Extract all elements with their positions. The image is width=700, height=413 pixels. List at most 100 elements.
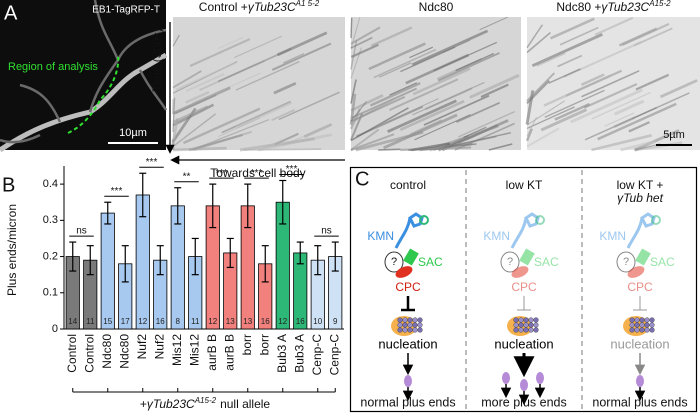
kymograph-streak xyxy=(172,34,180,47)
nucleation-label: nucleation xyxy=(378,336,437,351)
title-prefix: Ndc80 + xyxy=(556,0,601,14)
title-allele: A1 5-2 xyxy=(295,0,320,8)
cpc-label: CPC xyxy=(627,280,653,294)
unknown-label: ? xyxy=(391,256,397,268)
kymograph-streak xyxy=(235,60,300,91)
kymograph-streak xyxy=(580,73,605,86)
kymograph-streak xyxy=(350,95,406,123)
count-label: 8 xyxy=(176,317,181,326)
kymograph-streak xyxy=(536,52,566,67)
tubulin xyxy=(407,317,413,323)
kymograph-streak xyxy=(236,101,293,129)
kmn-ring xyxy=(651,215,661,225)
tubulin xyxy=(528,327,534,333)
count-label: 11 xyxy=(86,317,95,326)
panel-label: A xyxy=(4,2,18,24)
panel-label: C xyxy=(355,168,369,190)
kymograph-streak xyxy=(526,72,556,102)
group-allele: A15-2 xyxy=(194,396,217,405)
kymograph-streak xyxy=(174,94,217,115)
kymograph-streak xyxy=(635,73,670,91)
kymograph-streak xyxy=(271,108,296,122)
kymograph-streak xyxy=(526,31,551,54)
kymograph-streak xyxy=(185,90,210,104)
kymograph-streak xyxy=(171,118,179,144)
kymograph-streak xyxy=(581,70,640,98)
kymograph-title: Ndc80 xyxy=(419,0,454,14)
kymograph-streak xyxy=(350,128,380,151)
panel-label: B xyxy=(2,174,15,196)
kymograph-streak xyxy=(368,42,426,71)
kymograph-streak xyxy=(412,81,485,116)
kymograph-streak xyxy=(186,73,225,92)
kymograph-streak xyxy=(350,107,409,142)
tubulin xyxy=(397,317,403,323)
kymograph-streak xyxy=(621,22,670,46)
kymograph-streak xyxy=(373,48,437,79)
tubulin xyxy=(644,327,650,333)
kymograph-streak xyxy=(594,16,634,36)
sac-protein xyxy=(519,248,535,266)
x-tick-label: Ndc80 xyxy=(117,334,131,369)
kymograph-streak xyxy=(584,106,658,141)
kymograph-streak xyxy=(488,143,513,151)
tubulin xyxy=(644,322,650,328)
x-tick-label: Cenp-C xyxy=(327,334,341,376)
kymograph-streak xyxy=(172,70,202,89)
kymograph-streak xyxy=(234,35,283,59)
kymograph-streak xyxy=(278,91,340,121)
kymograph-streak xyxy=(570,88,643,124)
cpc-label: CPC xyxy=(511,280,537,294)
kymograph-streak xyxy=(172,97,176,133)
significance-label: *** xyxy=(251,168,263,179)
tubulin xyxy=(644,317,650,323)
tubulin xyxy=(528,322,534,328)
kymograph-streak xyxy=(455,52,495,72)
kymograph-streak xyxy=(189,38,251,67)
kymograph-streak xyxy=(172,105,209,124)
kymograph-streak xyxy=(543,74,611,107)
tubulin xyxy=(402,327,408,333)
kymograph-streak xyxy=(659,79,698,99)
count-label: 12 xyxy=(138,317,147,326)
neuron xyxy=(0,133,41,144)
group-prefix: + xyxy=(140,397,147,411)
plus-end xyxy=(536,372,544,384)
cpc-protein xyxy=(511,266,529,278)
tubulin xyxy=(397,322,403,328)
kmn-label: KMN xyxy=(483,229,510,243)
cpc-label: CPC xyxy=(395,280,421,294)
nucleation-label: nucleation xyxy=(610,336,669,351)
kymograph-streak xyxy=(526,127,560,148)
kymograph-streak xyxy=(172,113,217,148)
count-label: 12 xyxy=(278,317,287,326)
tubulin xyxy=(417,327,423,333)
tubulin xyxy=(397,327,403,333)
kmn-ring xyxy=(419,215,429,225)
kymograph-streak xyxy=(350,94,384,112)
tubulin xyxy=(629,322,635,328)
kymograph-streak xyxy=(350,133,395,151)
kmn-label: KMN xyxy=(599,229,626,243)
kymograph-streak xyxy=(378,62,412,78)
kymograph-streak xyxy=(376,98,439,127)
tubulin xyxy=(407,327,413,333)
x-tick-label: Ndc80 xyxy=(100,334,114,369)
image-label: EB1-TagRFP-T xyxy=(92,5,160,16)
tubulin xyxy=(513,317,519,323)
kymograph-streak xyxy=(350,79,357,104)
x-tick-label: Bub3 A xyxy=(275,334,289,373)
tubulin xyxy=(523,322,529,328)
kymograph-streak xyxy=(228,72,261,88)
kymograph-streak xyxy=(350,17,361,49)
unknown-protein xyxy=(500,251,520,273)
kymograph-streak xyxy=(400,146,472,152)
count-label: 10 xyxy=(313,317,322,326)
plus-end xyxy=(636,375,644,387)
kymograph-streak xyxy=(350,43,379,58)
title-gene: γTub23C xyxy=(248,0,296,14)
kymograph-streak xyxy=(383,113,458,150)
tubulin xyxy=(518,317,524,323)
kymograph-streak xyxy=(479,16,508,31)
